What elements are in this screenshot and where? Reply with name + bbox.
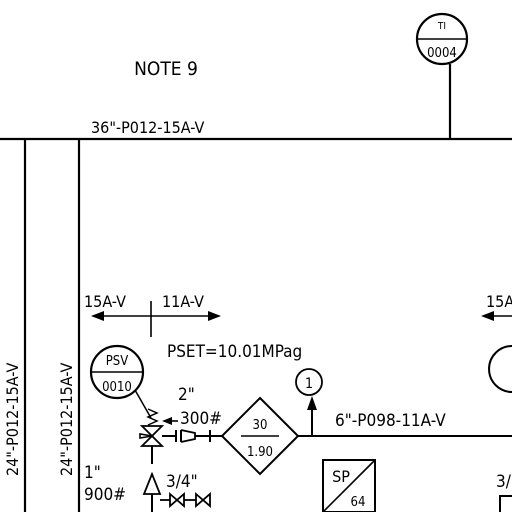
pset-label: PSET=10.01MPag <box>167 342 302 362</box>
spec-break-far-right: 15A <box>481 292 512 321</box>
psv-outlet-piping <box>162 396 512 443</box>
flow-arrow <box>307 396 317 410</box>
partial-instrument-circle <box>488 345 512 393</box>
note-label: NOTE 9 <box>134 58 198 80</box>
drain-size-label: 3/4" <box>166 472 198 492</box>
psv-tag: PSV <box>106 354 128 369</box>
diamond-top-text: 30 <box>253 418 268 433</box>
note-flag: 1 <box>295 368 323 396</box>
sp-box: SP 64 <box>322 459 376 512</box>
inlet-rating-label: 300# <box>180 409 222 429</box>
outlet-size-label: 1" <box>84 463 101 483</box>
right-edge-partial-symbol <box>499 495 512 512</box>
main-line-label: 36"-P012-15A-V <box>91 118 205 137</box>
inlet-size-label: 2" <box>178 385 195 405</box>
lower-valves <box>142 471 211 512</box>
note-flag-number: 1 <box>305 376 313 392</box>
piping-diamond: 30 1.90 <box>220 396 300 476</box>
vertical-line-label-left: 24"-P012-15A-V <box>3 362 22 476</box>
sp-tag: SP <box>332 467 350 486</box>
spec-break-arrow-left <box>91 311 104 321</box>
psv-number: 0010 <box>102 380 132 395</box>
small-line-label: 6"-P098-11A-V <box>335 411 446 431</box>
spec-break-right-label: 11A-V <box>162 292 204 311</box>
ti-tag: TI <box>437 21 446 32</box>
spec-break-arrow-right <box>208 311 221 321</box>
spec-break-left-label: 15A-V <box>84 292 126 311</box>
diamond-bottom-text: 1.90 <box>247 445 273 460</box>
right-edge-size-label: 3/ <box>496 472 512 492</box>
ti-instrument: TI 0004 <box>415 12 469 139</box>
spec-break-far-right-label: 15A <box>486 292 512 311</box>
spec-break: 15A-V 11A-V <box>84 292 221 337</box>
ti-number: 0004 <box>427 46 457 61</box>
vertical-line-label-right: 24"-P012-15A-V <box>57 362 76 476</box>
psv-instrument: PSV 0010 <box>89 344 152 419</box>
sp-number: 64 <box>351 495 366 510</box>
psv-valve <box>139 408 165 464</box>
outlet-rating-label: 900# <box>84 485 126 505</box>
